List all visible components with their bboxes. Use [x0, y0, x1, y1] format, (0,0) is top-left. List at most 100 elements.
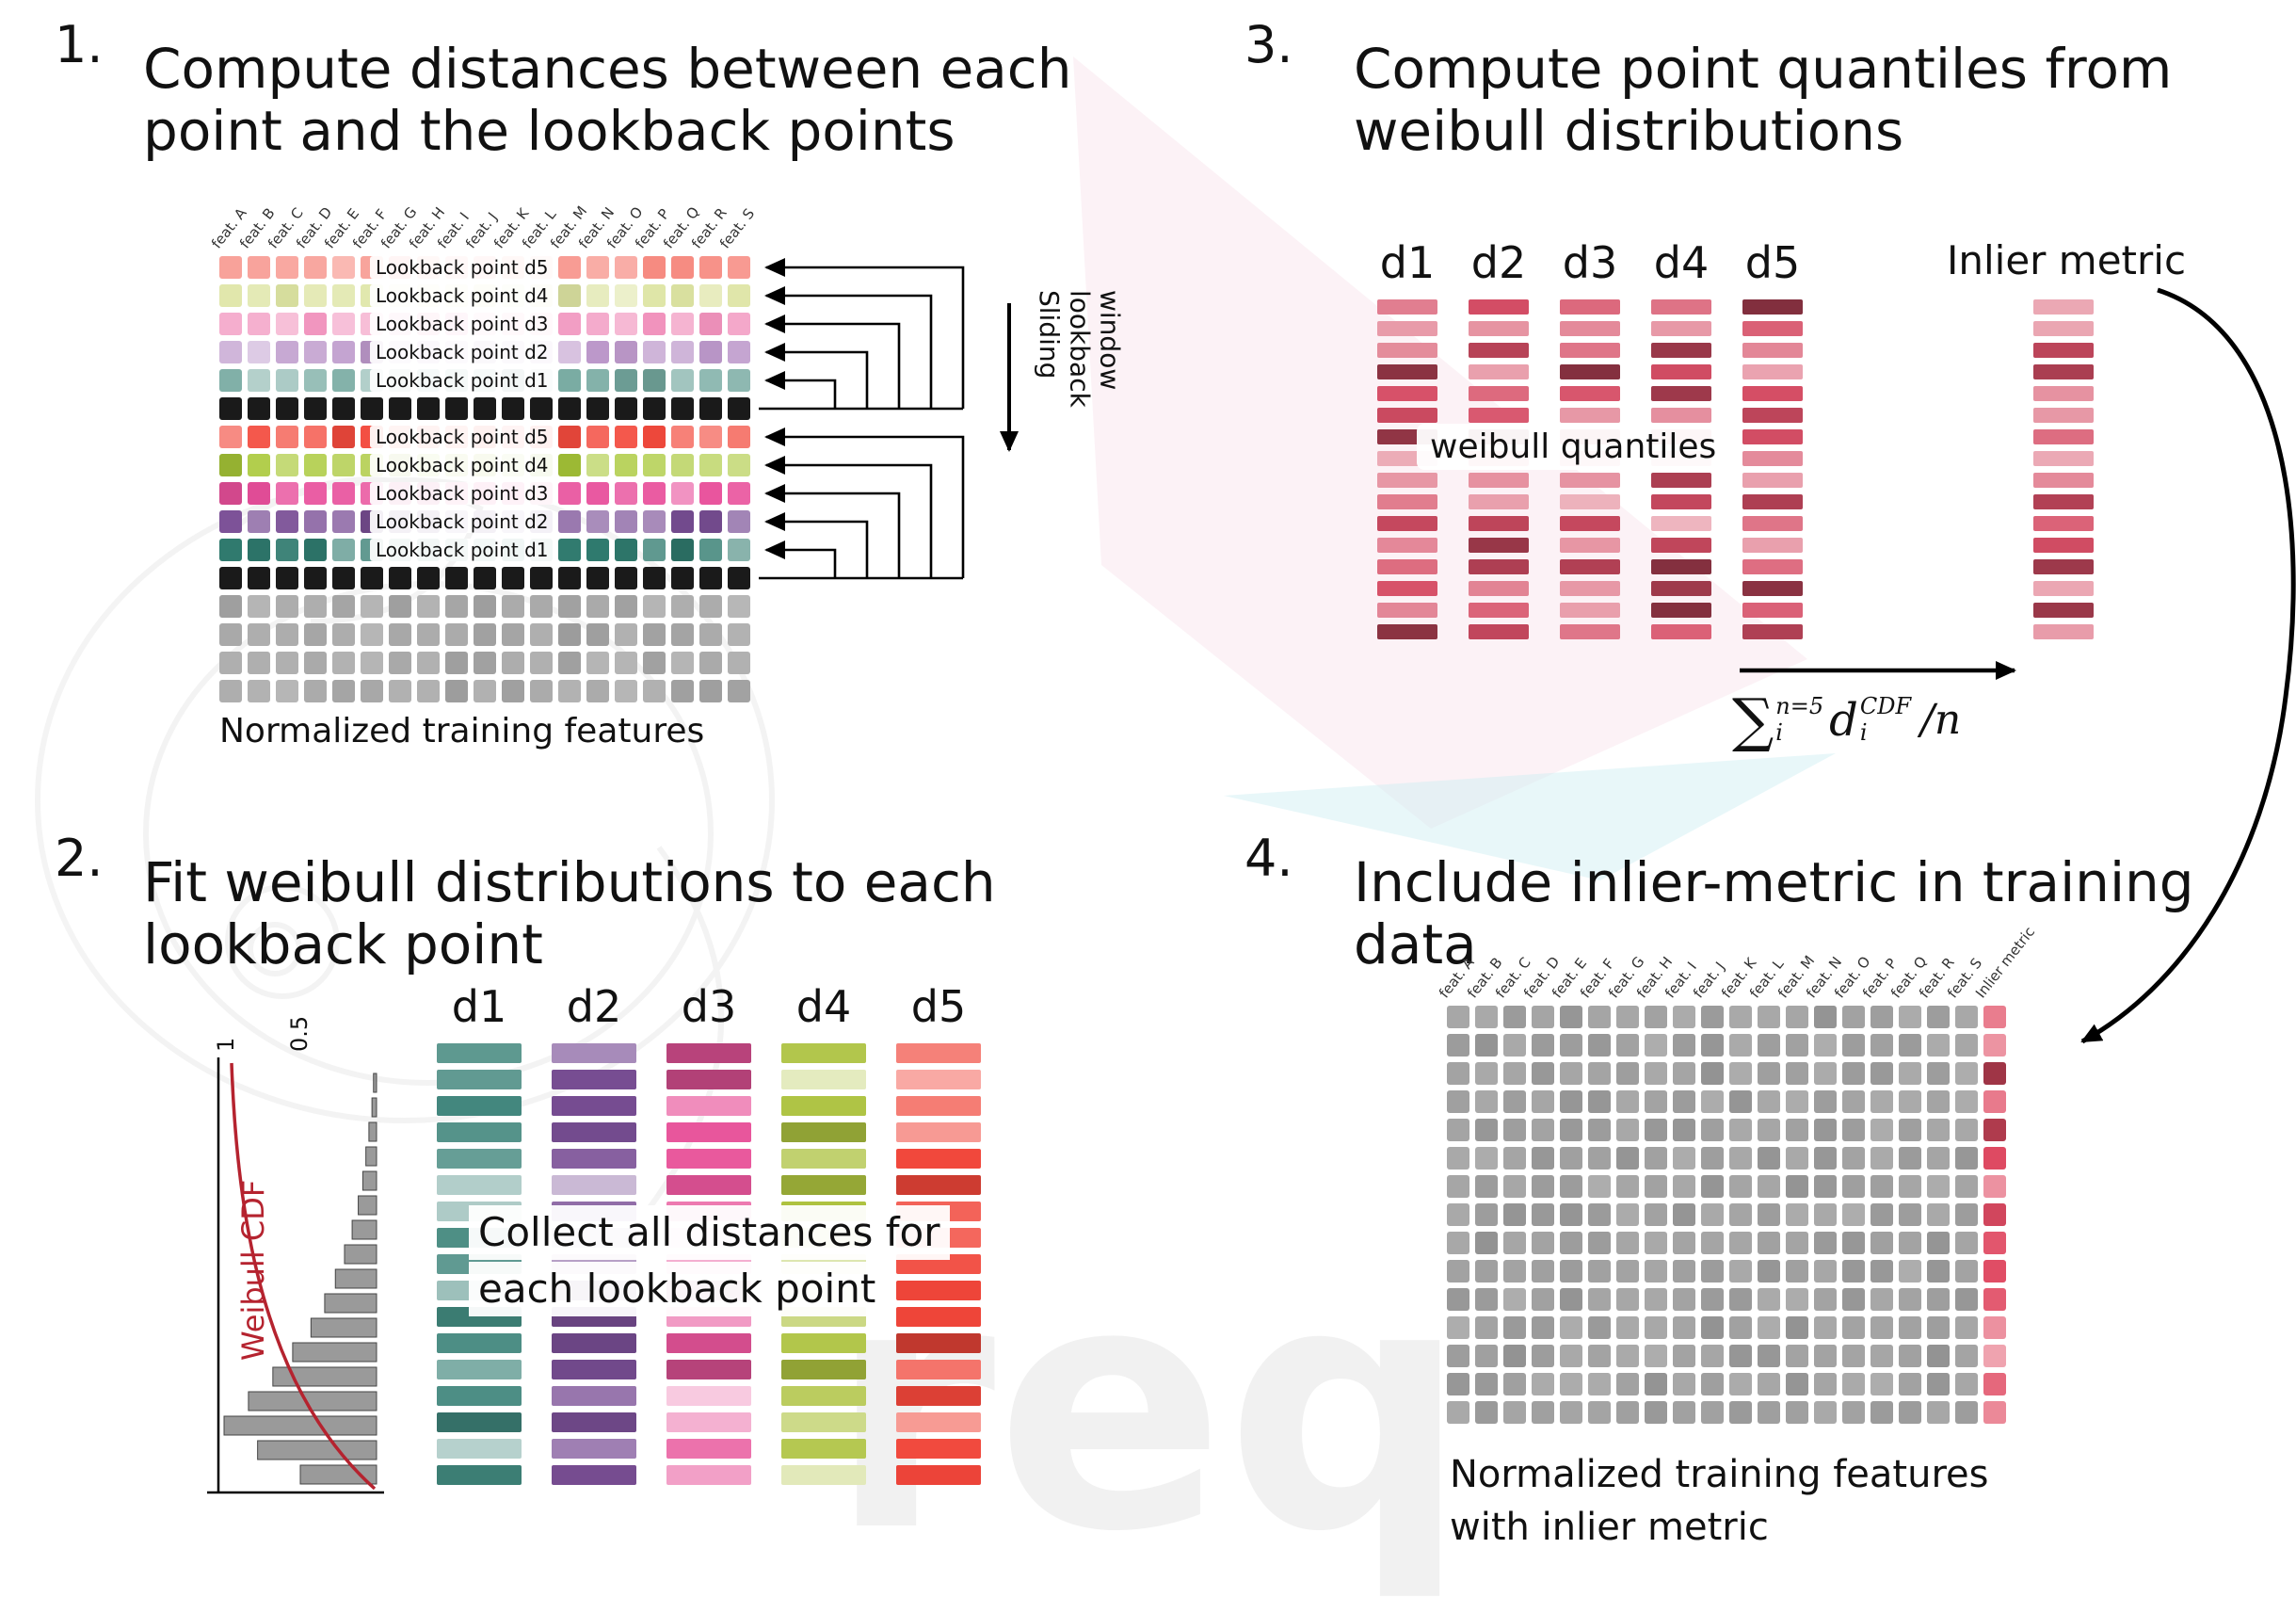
quantile-mean-formula: ∑ n=5 i d CDF i /n — [1732, 691, 1961, 750]
sliding-line1: Sliding — [1034, 290, 1066, 379]
histogram-bar — [371, 1097, 377, 1118]
lookback-arrow-d5 — [764, 258, 965, 409]
grid-row — [1447, 1175, 2012, 1198]
distance-bar — [781, 1149, 866, 1169]
grid-cell — [558, 284, 581, 307]
grid-cell — [1983, 1401, 2006, 1424]
quantile-d5-bars — [1742, 299, 1803, 639]
grid-cell — [1871, 1232, 1893, 1254]
distance-bar — [896, 1149, 981, 1169]
lookback-arrow-d1b — [764, 540, 837, 578]
grid-cell — [530, 397, 553, 420]
grid-row: Lookback point d1 — [219, 539, 756, 561]
grid-cell — [558, 397, 581, 420]
grid-cell — [332, 595, 355, 618]
distance-bar — [1469, 321, 1529, 336]
grid-cell — [276, 313, 298, 335]
grid-cell — [699, 680, 722, 702]
grid-cell — [728, 510, 750, 533]
grid-cell — [671, 369, 694, 392]
grid-cell — [558, 256, 581, 279]
grid-row: Lookback point d5 — [219, 256, 756, 279]
quantile-columns: d1 d2 d3 d4 d5 — [1377, 237, 1803, 646]
grid-cell — [558, 623, 581, 646]
distance-bar — [1560, 408, 1620, 423]
grid-cell — [1842, 1006, 1865, 1028]
grid-cell — [248, 510, 270, 533]
grid-cell — [1786, 1147, 1808, 1170]
grid-cell — [1786, 1345, 1808, 1367]
grid-cell — [332, 313, 355, 335]
grid-cell — [1758, 1147, 1780, 1170]
grid-cell — [219, 539, 242, 561]
grid-cell — [699, 313, 722, 335]
grid-cell — [1503, 1232, 1526, 1254]
grid-cell — [1983, 1119, 2006, 1141]
grid-cell — [1729, 1034, 1752, 1057]
grid-cell — [276, 397, 298, 420]
grid-cell — [1899, 1203, 1921, 1226]
grid-cell — [1503, 1006, 1526, 1028]
distance-bar — [1651, 516, 1711, 531]
grid-cell — [586, 652, 609, 674]
distance-variable: d — [1829, 694, 1858, 747]
lookback-arrow-d4 — [764, 286, 933, 409]
grid-cell — [615, 397, 637, 420]
distance-bar — [1742, 559, 1803, 574]
grid-cell — [1983, 1232, 2006, 1254]
grid-cell — [1758, 1175, 1780, 1198]
grid-cell — [1729, 1232, 1752, 1254]
grid-cell — [1955, 1147, 1978, 1170]
histogram-bar — [248, 1391, 377, 1411]
grid-cell — [304, 680, 327, 702]
grid-cell — [1842, 1090, 1865, 1113]
grid-cell — [1842, 1401, 1865, 1424]
grid-cell — [1673, 1232, 1695, 1254]
grid-cell — [1786, 1232, 1808, 1254]
distance-bar — [552, 1122, 636, 1142]
grid-cell — [671, 397, 694, 420]
grid-cell — [1927, 1062, 1950, 1085]
grid-cell — [1927, 1373, 1950, 1395]
grid-cell — [389, 623, 411, 646]
grid-cell — [1616, 1034, 1639, 1057]
grid-cell — [671, 482, 694, 505]
distance-bar — [1469, 581, 1529, 596]
grid-cell — [219, 426, 242, 448]
grid-cell — [1475, 1006, 1498, 1028]
grid-cell — [1899, 1401, 1921, 1424]
grid-cell — [1475, 1147, 1498, 1170]
distance-bar — [781, 1122, 866, 1142]
grid-cell — [332, 652, 355, 674]
grid-cell — [1616, 1232, 1639, 1254]
grid-row — [1447, 1288, 2012, 1311]
distance-bar — [1469, 516, 1529, 531]
grid-cell — [699, 567, 722, 589]
grid-cell — [586, 341, 609, 363]
grid-cell — [1701, 1034, 1724, 1057]
grid-cell — [1786, 1062, 1808, 1085]
distance-bar — [1469, 494, 1529, 509]
sliding-line3: window — [1094, 290, 1126, 391]
distance-bar — [2033, 429, 2094, 444]
grid-cell — [1475, 1119, 1498, 1141]
grid-cell — [615, 567, 637, 589]
grid-cell — [1475, 1316, 1498, 1339]
distance-bar — [1742, 581, 1803, 596]
step-4-title: Include inlier-metric in training data — [1354, 851, 2194, 976]
grid-cell — [1729, 1260, 1752, 1282]
grid-cell — [1729, 1203, 1752, 1226]
grid-cell — [1616, 1373, 1639, 1395]
grid-cell — [502, 397, 524, 420]
distance-bar — [1742, 408, 1803, 423]
distance-bar — [781, 1175, 866, 1195]
grid-cell — [1871, 1147, 1893, 1170]
grid-cell — [1645, 1401, 1667, 1424]
grid-cell — [1758, 1373, 1780, 1395]
grid-cell — [502, 623, 524, 646]
grid-cell — [1475, 1062, 1498, 1085]
grid-cell — [1447, 1090, 1469, 1113]
grid-cell — [671, 454, 694, 476]
grid-cell — [615, 313, 637, 335]
step-1-title-line2: point and the lookback points — [143, 99, 955, 163]
